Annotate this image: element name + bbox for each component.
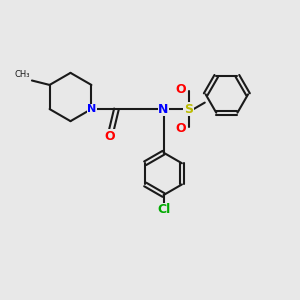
Text: O: O — [175, 83, 186, 96]
Text: N: N — [158, 103, 169, 116]
Text: N: N — [87, 104, 96, 114]
Text: S: S — [184, 103, 193, 116]
Text: CH₃: CH₃ — [14, 70, 30, 79]
Text: O: O — [175, 122, 186, 135]
Text: O: O — [104, 130, 115, 143]
Text: Cl: Cl — [157, 203, 170, 216]
